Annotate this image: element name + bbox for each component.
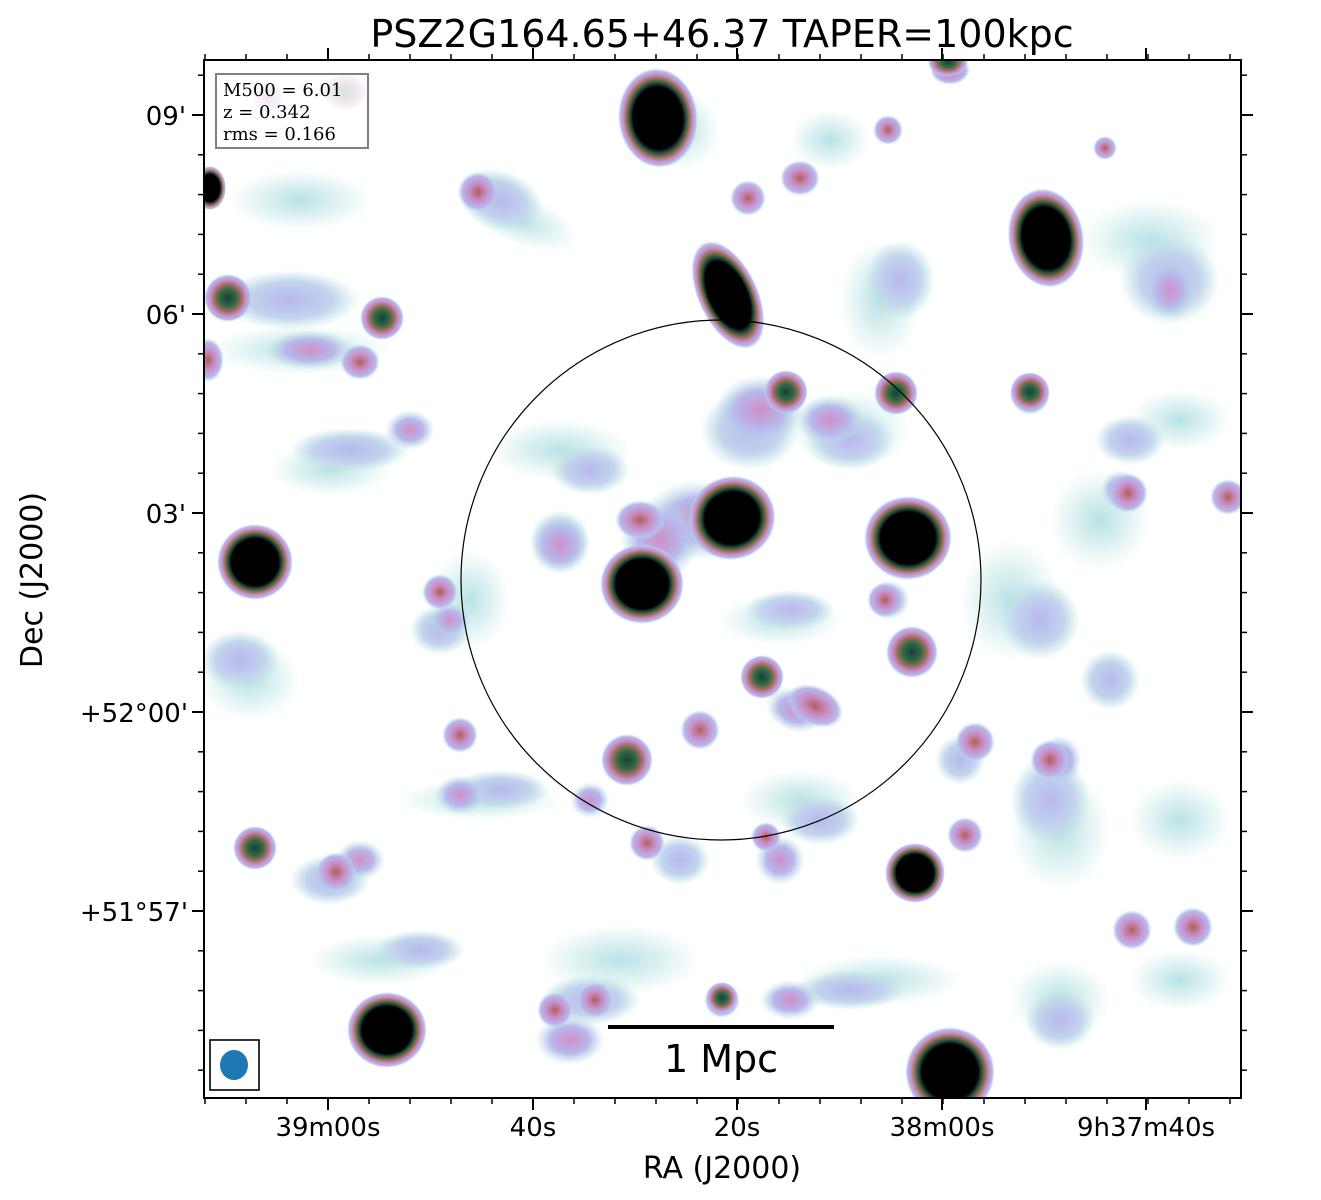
- emission-blob: [615, 500, 665, 540]
- emission-blob: [435, 775, 485, 815]
- x-tick-label-0: 39m00s: [275, 1113, 380, 1143]
- emission-blob: [706, 982, 738, 1014]
- emission-blob: [550, 445, 630, 495]
- emission-blob: [905, 1027, 995, 1098]
- emission-blob: [867, 582, 903, 618]
- x-tick-label-1: 40s: [510, 1113, 557, 1143]
- emission-blob: [745, 590, 835, 630]
- emission-blob: [1130, 780, 1230, 860]
- emission-blob: [430, 602, 470, 638]
- emission-blob: [1112, 910, 1152, 950]
- beam-box: [209, 1039, 260, 1091]
- emission-blob: [385, 410, 435, 450]
- scalebar-label: 1 Mpc: [664, 1037, 778, 1081]
- emission-blob: [233, 826, 277, 870]
- emission-blob: [617, 68, 699, 168]
- emission-blob: [780, 160, 820, 196]
- info-rms: rms = 0.166: [223, 124, 336, 145]
- emission-blob: [1030, 740, 1070, 780]
- emission-blob: [751, 822, 781, 852]
- emission-blob: [537, 992, 573, 1028]
- emission-blob: [650, 835, 710, 885]
- emission-blob: [795, 970, 905, 1010]
- chart-title: PSZ2G164.65+46.37 TAPER=100kpc: [370, 12, 1073, 56]
- emission-blob: [1025, 990, 1095, 1050]
- emission-blob: [230, 170, 370, 230]
- emission-blob: [458, 172, 498, 212]
- y-tick-label-0: 09': [146, 102, 186, 132]
- info-box: M500 = 6.01 z = 0.342 rms = 0.166: [215, 73, 369, 149]
- emission-blob: [740, 655, 784, 699]
- emission-blob: [1130, 950, 1230, 1010]
- emission-blob: [204, 630, 280, 690]
- info-redshift: z = 0.342: [223, 102, 311, 123]
- emission-blob: [600, 544, 684, 624]
- emission-blob: [680, 710, 720, 750]
- emission-blob: [360, 296, 404, 340]
- info-m500: M500 = 6.01: [223, 80, 342, 101]
- x-tick-label-4: 9h37m40s: [1077, 1113, 1215, 1143]
- emission-blob: [290, 428, 410, 472]
- emission-blob: [530, 515, 590, 575]
- emission-blob: [265, 330, 355, 370]
- emission-blob: [730, 180, 766, 216]
- emission-blob: [204, 274, 252, 322]
- emission-blob: [885, 843, 945, 903]
- radio-emission-layer: [204, 60, 1241, 1098]
- emission-blob: [422, 574, 458, 610]
- emission-blob: [1080, 650, 1140, 710]
- emission-blob: [629, 825, 665, 861]
- emission-blob: [947, 817, 983, 853]
- y-tick-label-1: 06': [146, 301, 186, 331]
- plot-frame: [203, 59, 1242, 1099]
- emission-blob: [220, 270, 360, 330]
- beam-ellipse: [220, 1050, 248, 1080]
- emission-blob: [1145, 260, 1195, 320]
- emission-blob: [688, 475, 776, 561]
- emission-blob: [786, 683, 844, 729]
- emission-blob: [790, 110, 870, 170]
- emission-blob: [1173, 907, 1213, 947]
- emission-blob: [375, 930, 465, 970]
- emission-blob: [601, 734, 653, 786]
- cluster-circle: [460, 319, 982, 841]
- x-tick-label-3: 38m00s: [889, 1113, 994, 1143]
- emission-blob: [864, 496, 952, 580]
- emission-blob: [874, 371, 918, 415]
- emission-blob: [442, 717, 478, 753]
- emission-blob: [217, 524, 293, 600]
- emission-blob: [1093, 136, 1117, 160]
- emission-blob: [795, 395, 865, 445]
- emission-blob: [1095, 415, 1165, 465]
- axis-ticks: [192, 48, 1253, 1110]
- x-tick-label-2: 20s: [714, 1113, 761, 1143]
- emission-blob: [691, 240, 765, 350]
- emission-blob: [316, 852, 356, 892]
- emission-blob: [1108, 473, 1148, 513]
- y-axis-label: Dec (J2000): [15, 492, 50, 668]
- emission-blob: [764, 370, 808, 414]
- emission-blob: [760, 980, 820, 1020]
- emission-blob: [204, 338, 224, 382]
- emission-blob: [1007, 188, 1085, 288]
- emission-blob: [340, 344, 380, 380]
- emission-blob: [886, 626, 938, 678]
- emission-blob: [570, 782, 610, 818]
- emission-blob: [1210, 479, 1241, 515]
- y-tick-label-2: 03': [146, 500, 186, 530]
- emission-blob: [577, 982, 613, 1018]
- emission-blob: [204, 166, 226, 210]
- emission-blob: [955, 722, 995, 762]
- x-axis-label: RA (J2000): [643, 1151, 801, 1186]
- emission-blob: [1010, 372, 1050, 412]
- y-tick-label-4: +51°57': [80, 898, 188, 928]
- y-tick-label-3: +52°00': [80, 699, 188, 729]
- emission-blob: [865, 240, 935, 320]
- emission-blob: [347, 992, 427, 1068]
- emission-blob: [1000, 580, 1080, 660]
- emission-blob: [928, 60, 968, 77]
- emission-blob: [873, 115, 903, 145]
